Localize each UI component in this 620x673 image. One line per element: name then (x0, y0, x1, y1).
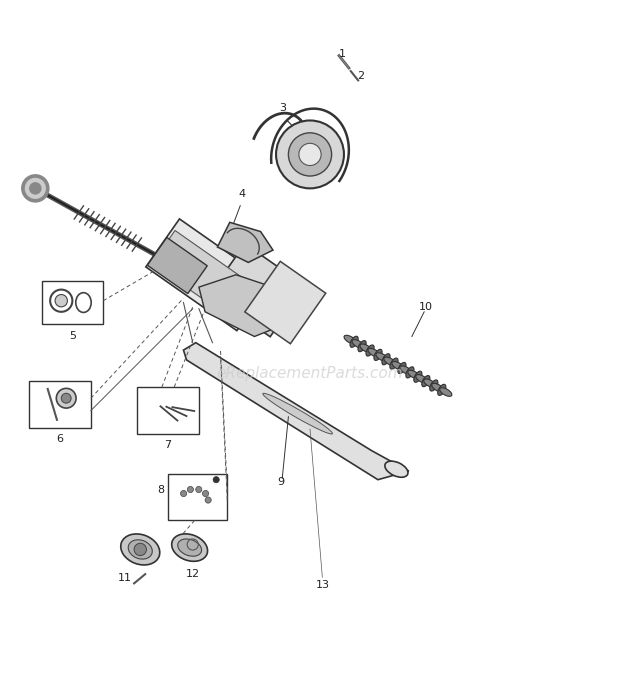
Ellipse shape (432, 384, 444, 392)
Circle shape (180, 491, 187, 497)
Circle shape (203, 491, 209, 497)
Circle shape (276, 120, 344, 188)
Text: 2: 2 (357, 71, 364, 81)
Polygon shape (210, 244, 306, 336)
Ellipse shape (368, 349, 380, 357)
Text: 6: 6 (56, 434, 63, 444)
Circle shape (25, 178, 45, 199)
Ellipse shape (440, 388, 452, 396)
Text: eReplacementParts.com: eReplacementParts.com (216, 366, 404, 381)
Ellipse shape (344, 335, 356, 344)
FancyBboxPatch shape (169, 474, 227, 520)
Text: 9: 9 (277, 476, 284, 487)
Circle shape (288, 133, 332, 176)
Circle shape (213, 476, 219, 483)
Ellipse shape (350, 336, 358, 347)
Ellipse shape (172, 534, 208, 561)
FancyBboxPatch shape (137, 388, 199, 433)
Circle shape (56, 388, 76, 408)
Polygon shape (184, 343, 409, 480)
Circle shape (30, 183, 41, 194)
Circle shape (196, 487, 202, 493)
Circle shape (205, 497, 211, 503)
Polygon shape (245, 261, 326, 344)
Text: 7: 7 (164, 440, 172, 450)
Ellipse shape (414, 371, 422, 382)
Ellipse shape (128, 540, 153, 559)
Ellipse shape (382, 354, 390, 365)
Ellipse shape (408, 370, 420, 379)
Ellipse shape (352, 340, 364, 349)
Text: 4: 4 (239, 190, 246, 199)
Circle shape (299, 143, 321, 166)
Text: 13: 13 (316, 579, 329, 590)
Text: 11: 11 (118, 573, 132, 583)
Ellipse shape (416, 375, 428, 383)
Circle shape (187, 487, 193, 493)
Circle shape (55, 295, 68, 307)
Ellipse shape (384, 357, 396, 365)
Ellipse shape (360, 344, 372, 353)
Text: 8: 8 (157, 485, 164, 495)
Ellipse shape (430, 380, 438, 391)
Ellipse shape (263, 393, 332, 434)
Ellipse shape (390, 358, 398, 369)
Text: 1: 1 (339, 49, 345, 59)
Ellipse shape (423, 379, 436, 388)
Ellipse shape (422, 376, 430, 387)
Text: 5: 5 (69, 331, 76, 341)
Ellipse shape (392, 361, 404, 370)
Polygon shape (199, 275, 285, 336)
Polygon shape (218, 222, 273, 262)
Ellipse shape (178, 539, 202, 556)
Polygon shape (146, 219, 270, 330)
Ellipse shape (406, 367, 414, 378)
Ellipse shape (358, 341, 366, 352)
Text: 3: 3 (279, 103, 286, 113)
Ellipse shape (398, 363, 406, 374)
Ellipse shape (121, 534, 160, 565)
Text: 10: 10 (419, 302, 433, 312)
Circle shape (22, 175, 49, 202)
Text: 12: 12 (185, 569, 200, 579)
Polygon shape (152, 230, 246, 313)
FancyBboxPatch shape (42, 281, 104, 324)
FancyBboxPatch shape (29, 381, 91, 427)
Circle shape (61, 393, 71, 403)
Ellipse shape (366, 345, 374, 356)
Ellipse shape (385, 461, 408, 477)
Polygon shape (148, 238, 207, 293)
Ellipse shape (374, 349, 382, 361)
Ellipse shape (400, 366, 412, 374)
Ellipse shape (438, 384, 446, 396)
Ellipse shape (376, 353, 388, 361)
Circle shape (134, 543, 146, 556)
